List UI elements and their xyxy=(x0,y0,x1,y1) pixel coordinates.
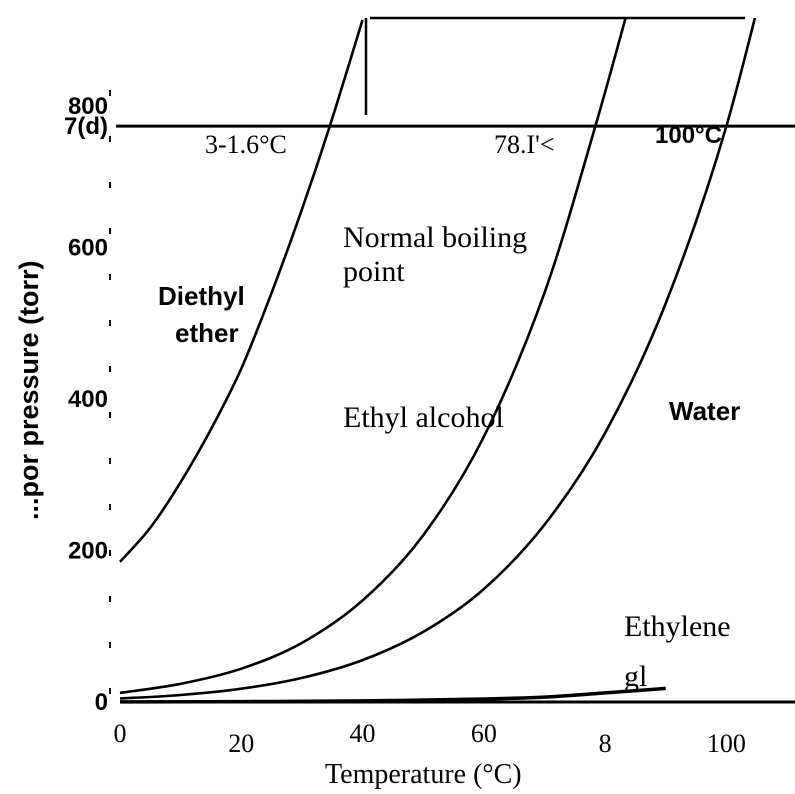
y-tick-label: 400 xyxy=(68,386,108,413)
x-tick-label: 40 xyxy=(350,719,376,748)
x-tick-label: 20 xyxy=(228,729,254,758)
x-tick-label: 0 xyxy=(114,719,127,748)
y-axis-label: ...por pressure (torr) xyxy=(14,260,44,520)
series-line-ethylene-glycol xyxy=(119,686,666,704)
x-tick-label: 60 xyxy=(471,719,497,748)
series-label-ethylene-glycol: Ethylene xyxy=(624,610,731,643)
series-label-ethylene-glycol-line2: gl xyxy=(624,660,647,693)
y-tick-label: 800 xyxy=(68,93,108,120)
boiling-point-label-diethyl-ether: 3-1.6°C xyxy=(205,130,287,159)
series-line-diethyl-ether xyxy=(119,19,364,563)
tick-labels: 0 20 40 60 8 100 0 200 400 600 7(d)800 xyxy=(64,93,746,758)
boiling-point-label-ethyl-alcohol: 78.I'< xyxy=(494,130,555,159)
x-axis-label: Temperature (°C) xyxy=(325,759,522,790)
y-tick-label: 0 xyxy=(95,689,108,716)
series-line-ethyl-alcohol xyxy=(119,18,627,695)
series-label-diethyl-ether-line2: ether xyxy=(175,318,239,348)
annotation-labels: 3-1.6°C 78.I'< 100°C Normal boiling poin… xyxy=(14,122,740,790)
reference-line-label: Normal boiling point xyxy=(343,221,535,288)
series-label-ethyl-alcohol: Ethyl alcohol xyxy=(343,401,504,434)
series-label-diethyl-ether: Diethyl xyxy=(158,281,245,311)
y-tick-label: 200 xyxy=(68,537,108,564)
y-tick-label: 7(d) xyxy=(64,113,108,140)
x-tick-label: 8 xyxy=(599,729,612,758)
x-tick-label: 100 xyxy=(707,729,746,758)
boiling-point-label-water: 100°C xyxy=(655,122,722,149)
series-line-water xyxy=(119,18,757,700)
series-label-water: Water xyxy=(669,396,740,426)
plot-area xyxy=(109,16,795,704)
y-tick-label: 600 xyxy=(68,234,108,261)
